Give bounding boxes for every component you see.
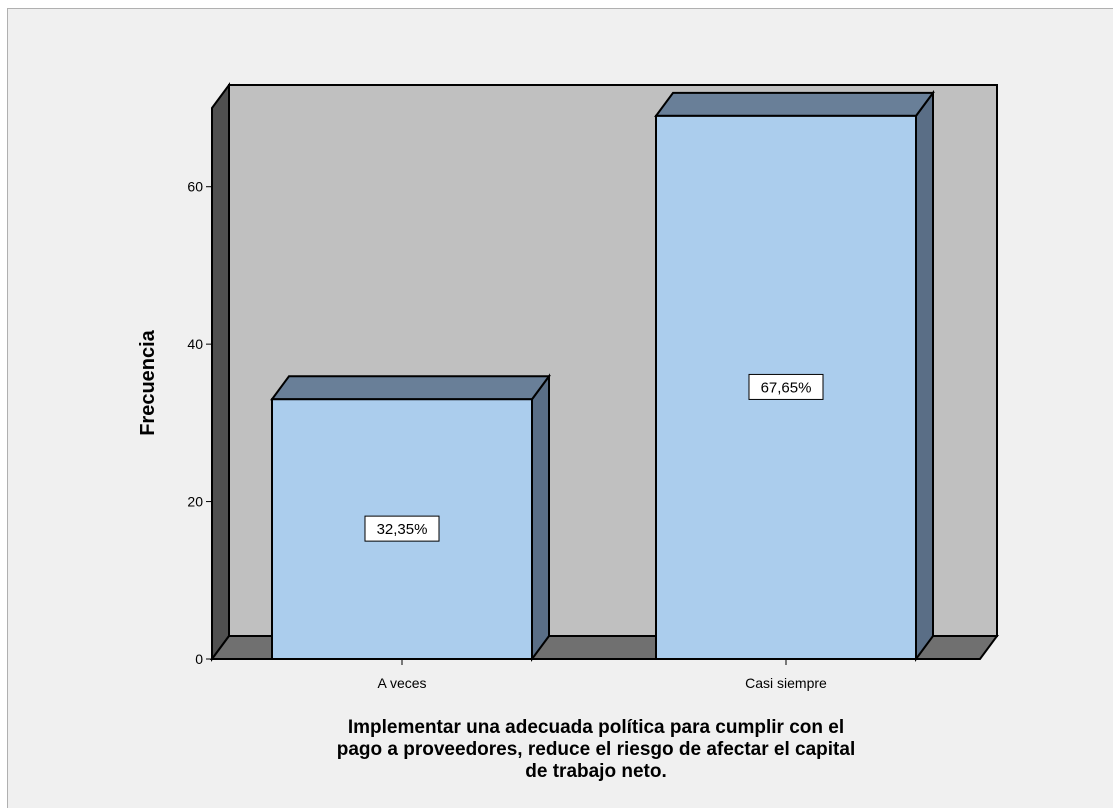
data-label-box [748,373,824,400]
y-tick-label: 60 [187,179,203,195]
bar-top [270,375,551,401]
y-axis-ticks: 0 20 40 60 [187,179,212,667]
bar-side [531,373,550,663]
x-axis-title-line: Implementar una adecuada política para c… [348,717,844,738]
data-label-text: 67,65% [761,379,812,396]
x-axis-title-line: pago a proveedores, reduce el riesgo de … [337,739,855,760]
x-tick-label: Casi siempre [745,675,827,691]
bar-side [915,89,934,663]
data-label: 32,35% [364,515,440,542]
bar-top [654,91,935,117]
x-axis-tick-labels: A veces Casi siempre [377,659,827,691]
chart-left-wall [211,81,230,663]
x-tick-label: A veces [377,675,426,691]
y-tick-label: 20 [187,494,203,510]
data-label: 67,65% [748,373,824,400]
y-tick-label: 0 [195,651,203,667]
y-tick-label: 40 [187,336,203,352]
bars: 32,35% 67,65% [270,89,935,663]
x-axis-title-line: de trabajo neto. [525,761,666,782]
bar-casi-siempre: 67,65% [654,89,935,663]
x-axis-title: Implementar una adecuada política para c… [337,717,855,782]
bar-a-veces: 32,35% [270,373,551,663]
data-label-box [364,515,440,542]
data-label-text: 32,35% [377,521,428,538]
y-axis-label: Frecuencia [137,329,159,435]
